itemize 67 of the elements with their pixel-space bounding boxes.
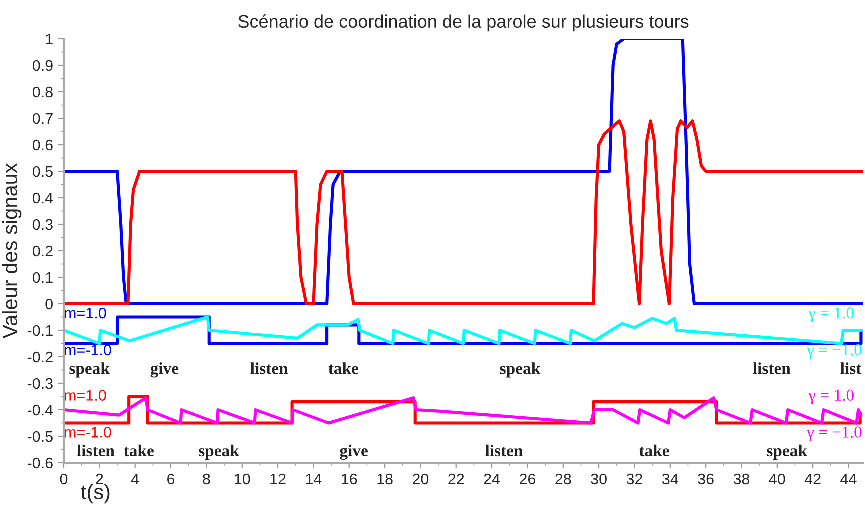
annotation: γ = 1.0 (808, 390, 854, 404)
x-tick-label: 30 (591, 474, 607, 485)
annotation: speak (199, 444, 240, 460)
line-series (64, 39, 863, 306)
x-tick-label: 10 (235, 474, 250, 485)
y-tick-label: -0.2 (28, 352, 53, 363)
annotation: speak (767, 444, 808, 460)
annotation: list (840, 362, 862, 374)
annotation: take (328, 362, 358, 374)
annotation: m=-1.0 (65, 427, 112, 438)
x-tick-label: 4 (131, 474, 140, 484)
annotation: take (639, 444, 670, 457)
y-axis-title: Valeur des signaux (2, 163, 22, 339)
x-tick-label: 12 (270, 474, 286, 484)
y-tick-label: -0.5 (28, 431, 53, 442)
x-tick-label: 16 (342, 474, 358, 485)
annotation: listen (250, 362, 288, 374)
y-tick-label: -0.3 (28, 378, 53, 390)
annotation: listen (486, 444, 523, 457)
annotation: γ = −1.0 (807, 344, 862, 360)
x-tick-label: 32 (626, 474, 642, 485)
y-tick-label: -0.1 (28, 325, 53, 336)
y-tick-label: 0.6 (32, 140, 53, 151)
x-tick-label: 6 (168, 474, 175, 485)
y-tick-label: 1 (46, 34, 53, 45)
x-tick-label: 20 (412, 474, 429, 485)
y-tick-label: 0.1 (32, 272, 53, 284)
annotation: m=-1.0 (65, 344, 112, 356)
x-tick-label: 42 (804, 474, 821, 484)
x-tick-label: 14 (306, 474, 322, 484)
y-tick-label: 0.2 (32, 246, 53, 257)
annotation: give (340, 444, 368, 460)
x-tick-label: 40 (769, 474, 786, 485)
x-tick-label: 22 (448, 474, 464, 484)
y-tick-label: 0.9 (32, 60, 53, 72)
annotation: speak (70, 362, 110, 378)
y-tick-label: -0.6 (28, 458, 53, 469)
annotation: give (150, 362, 179, 378)
x-axis-title: t(s) (81, 484, 110, 504)
y-tick-label: -0.4 (28, 404, 54, 416)
x-tick-label: 0 (60, 474, 68, 485)
annotation: speak (500, 362, 541, 378)
y-tick-label: 0.4 (32, 192, 54, 204)
annotation: m=1.0 (65, 308, 106, 319)
x-tick-label: 18 (378, 474, 393, 485)
x-tick-label: 28 (556, 474, 572, 485)
y-tick-label: 0.5 (32, 166, 53, 178)
annotation: take (124, 444, 154, 457)
y-tick-label: 0.7 (32, 113, 53, 124)
annotation: γ = 1.0 (808, 308, 854, 322)
annotation: listen (753, 362, 791, 374)
x-tick-label: 24 (484, 474, 500, 484)
x-tick-label: 44 (840, 474, 857, 484)
x-tick-label: 2 (96, 474, 104, 484)
annotation: γ = −1.0 (807, 426, 862, 442)
x-tick-label: 38 (734, 474, 750, 485)
x-tick-label: 26 (520, 474, 536, 485)
y-tick-label: 0.8 (32, 86, 53, 98)
annotation: listen (77, 444, 115, 457)
line-series (64, 120, 863, 306)
y-tick-label: 0.3 (32, 219, 53, 230)
annotation: m=1.0 (65, 390, 106, 401)
x-tick-label: 8 (203, 474, 210, 485)
chart-title: Scénario de coordination de la parole sur plusieurs tours (238, 14, 689, 32)
x-tick-label: 36 (698, 474, 714, 485)
y-tick-label: 0 (46, 298, 53, 310)
x-tick-label: 34 (662, 474, 678, 485)
